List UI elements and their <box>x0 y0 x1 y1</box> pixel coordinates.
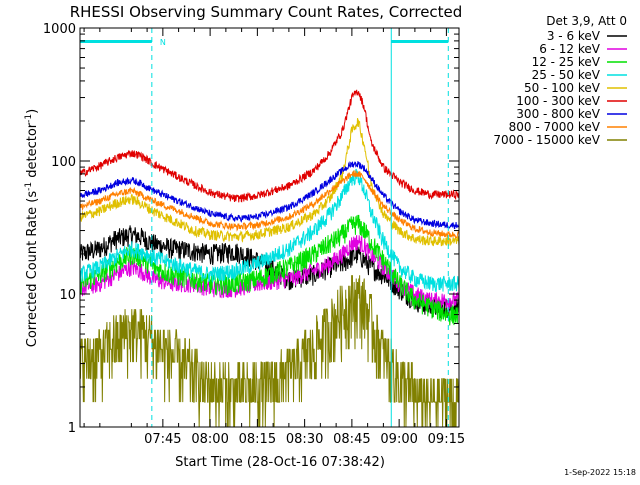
series-layer <box>79 89 460 428</box>
legend-label-8: 800 - 7000 keV <box>509 120 601 134</box>
legend-label-2: 6 - 12 keV <box>539 42 601 56</box>
legend-label-1: 3 - 6 keV <box>547 29 601 43</box>
legend-label-9: 7000 - 15000 keV <box>493 133 600 147</box>
series-line-8 <box>79 170 460 239</box>
series-line-3 <box>79 214 460 326</box>
legend-title: Det 3,9, Att 0 <box>546 14 627 28</box>
night-annotation: N <box>160 38 166 47</box>
series-line-7 <box>79 160 460 230</box>
y-axis: 1 10 100 1000 <box>43 22 459 436</box>
y-axis-label-end: ) <box>25 109 40 114</box>
y-tick-label-4: 1000 <box>43 22 76 37</box>
legend-label-7: 300 - 800 keV <box>516 107 600 121</box>
legend-label-5: 50 - 100 keV <box>524 81 601 95</box>
chart-title: RHESSI Observing Summary Count Rates, Co… <box>70 3 463 21</box>
y-axis-label-main: Corrected Count Rate (s <box>25 191 40 348</box>
x-tick-label-4: 08:30 <box>286 432 323 447</box>
series-line-5 <box>79 117 460 247</box>
x-tick-label-1: 07:45 <box>144 432 181 447</box>
y-axis-label-exponent-1: -1 <box>24 182 34 191</box>
plot-frame <box>79 27 460 428</box>
x-tick-label-6: 09:00 <box>380 432 417 447</box>
y-axis-label-middle: detector <box>25 122 40 182</box>
series-line-9 <box>79 275 460 428</box>
legend-label-3: 12 - 25 keV <box>532 55 601 69</box>
y-tick-label-2: 10 <box>59 288 76 303</box>
series-line-4 <box>79 168 460 293</box>
x-tick-label-5: 08:45 <box>333 432 370 447</box>
night-bar-1 <box>80 40 152 43</box>
legend-label-6: 100 - 300 keV <box>516 94 600 108</box>
x-axis-label: Start Time (28-Oct-16 07:38:42) <box>175 455 385 470</box>
y-tick-label-1: 1 <box>68 421 76 436</box>
x-tick-label-7: 09:15 <box>428 432 465 447</box>
legend-label-4: 25 - 50 keV <box>532 68 601 82</box>
y-tick-label-3: 100 <box>51 155 76 170</box>
x-axis: 07:45 08:00 08:15 08:30 08:45 09:00 09:15 <box>83 28 465 447</box>
x-tick-label-3: 08:15 <box>239 432 276 447</box>
night-bar-2 <box>391 40 449 43</box>
y-axis-label: Corrected Count Rate (s-1 detector-1) <box>24 109 40 347</box>
y-axis-label-exponent-2: -1 <box>24 114 34 123</box>
x-tick-label-2: 08:00 <box>191 432 228 447</box>
timestamp: 1-Sep-2022 15:18 <box>564 468 636 477</box>
series-line-6 <box>79 89 460 203</box>
